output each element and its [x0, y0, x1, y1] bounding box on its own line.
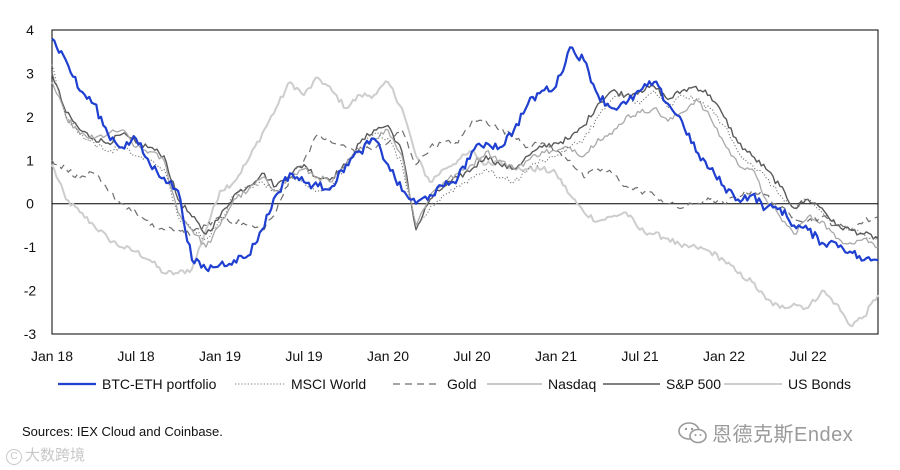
y-tick-label: -3 — [24, 326, 37, 342]
y-tick-label: -1 — [24, 239, 37, 255]
legend-label: Gold — [447, 376, 477, 392]
watermark: C 大数跨境 — [6, 444, 85, 465]
x-tick-label: Jan 22 — [703, 348, 745, 364]
y-tick-label: 0 — [26, 196, 34, 212]
y-tick-label: -2 — [24, 283, 37, 299]
watermark-icon: C — [6, 449, 22, 465]
x-tick-label: Jul 18 — [117, 348, 155, 364]
y-tick-label: 2 — [26, 109, 34, 125]
series-line-msci-world — [51, 64, 879, 241]
legend-label: S&P 500 — [666, 376, 721, 392]
axes: -3 -2 -1 0 1 2 3 4 Jan 18 Jul 18 Jan 19 Jul 19 Jan 2… — [24, 22, 879, 364]
source-note: Sources: IEX Cloud and Coinbase. — [22, 424, 223, 439]
watermark-text: 大数跨境 — [25, 447, 86, 464]
y-tick-label: 4 — [26, 22, 34, 38]
x-tick-label: Jul 21 — [621, 348, 659, 364]
x-tick-label: Jul 19 — [285, 348, 323, 364]
x-tick-label: Jul 20 — [453, 348, 491, 364]
legend-label: US Bonds — [788, 376, 851, 392]
wechat-icon — [678, 422, 707, 444]
series-line-gold — [51, 118, 879, 236]
x-tick-label: Jul 22 — [789, 348, 827, 364]
brand-label: 恩德克斯Endex — [678, 418, 853, 447]
brand-text: 恩德克斯Endex — [712, 424, 854, 446]
series-lines — [51, 37, 879, 328]
y-tick-label: 1 — [26, 152, 34, 168]
x-tick-label: Jan 21 — [535, 348, 577, 364]
x-tick-label: Jan 18 — [31, 348, 73, 364]
legend-label: BTC-ETH portfolio — [102, 376, 217, 392]
line-chart: -3 -2 -1 0 1 2 3 4 Jan 18 Jul 18 Jan 19 Jul 19 Jan 2… — [24, 22, 879, 392]
series-line-s-p-500 — [51, 73, 879, 240]
series-line-us-bonds — [51, 76, 879, 328]
x-tick-label: Jan 19 — [199, 348, 241, 364]
x-tick-label: Jan 20 — [367, 348, 409, 364]
plot-frame — [51, 29, 879, 335]
series-line-btc-eth-portfolio — [51, 37, 879, 273]
y-tick-label: 3 — [26, 65, 34, 81]
legend: BTC-ETH portfolio MSCI World Gold Nasdaq S&P… — [58, 376, 851, 392]
legend-label: MSCI World — [291, 376, 366, 392]
legend-label: Nasdaq — [548, 376, 596, 392]
